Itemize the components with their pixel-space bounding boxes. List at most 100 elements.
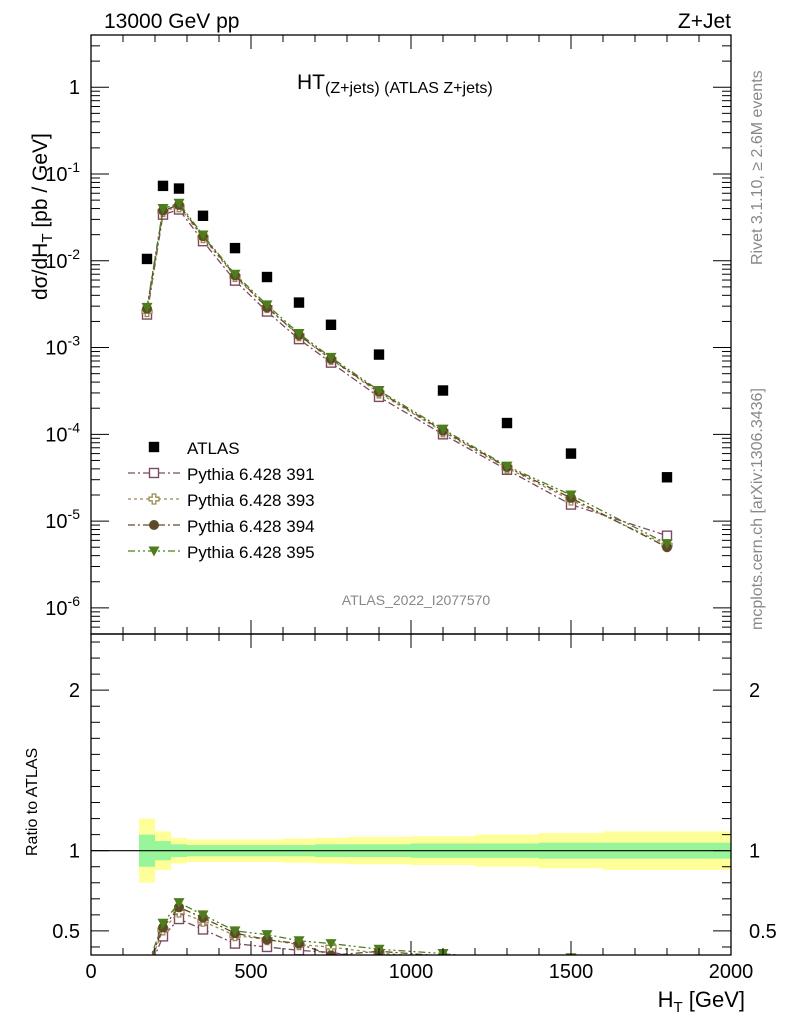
main-series xyxy=(141,180,673,553)
data-point xyxy=(661,530,673,541)
data-point xyxy=(157,180,169,192)
legend-marker xyxy=(148,467,160,479)
y-tick-base: 1 xyxy=(69,77,80,99)
ratio-data-point xyxy=(373,953,385,955)
legend-entry: Pythia 6.428 391 xyxy=(128,465,315,484)
data-point xyxy=(293,329,305,340)
legend-marker xyxy=(148,493,160,505)
data-point xyxy=(173,183,185,194)
legend-label: Pythia 6.428 395 xyxy=(187,543,315,562)
legend-label: ATLAS xyxy=(187,439,240,458)
ratio-data-point xyxy=(325,939,337,950)
ratio-bands xyxy=(91,818,731,883)
data-point xyxy=(437,385,449,396)
data-point xyxy=(157,204,169,215)
x-tick-label: 1500 xyxy=(549,961,594,983)
legend-entry: ATLAS xyxy=(148,439,240,458)
legend: ATLAS Pythia 6.428 391 Pythia 6.428 393 Pyt… xyxy=(128,439,315,562)
legend-label: Pythia 6.428 393 xyxy=(187,491,315,510)
ratio-y-tick-label-right: 0.5 xyxy=(749,921,777,943)
ratio-data-point xyxy=(229,926,241,937)
y-tick-exponent: -3 xyxy=(68,333,81,349)
x-axis-label-main: H xyxy=(658,987,674,1012)
data-point xyxy=(261,271,273,283)
data-point xyxy=(229,242,241,254)
legend-marker xyxy=(148,546,160,557)
y-tick-label: 10-6 xyxy=(45,593,80,620)
data-point xyxy=(565,448,577,459)
y-tick-label: 10-5 xyxy=(45,506,80,533)
y-tick-exponent: -1 xyxy=(68,159,81,175)
plot-title: HT(Z+jets) (ATLAS Z+jets) xyxy=(297,71,493,97)
y-tick-label: 10-3 xyxy=(45,333,80,360)
x-axis-label-unit: [GeV] xyxy=(683,987,745,1012)
y-tick-label: 1 xyxy=(69,77,80,99)
x-tick-label: 0 xyxy=(85,961,96,983)
legend-marker xyxy=(149,520,159,530)
rivet-label: Rivet 3.1.10, ≥ 2.6M events xyxy=(749,70,766,265)
ratio-data-point xyxy=(502,957,512,967)
ratio-y-axis-label: Ratio to ATLAS xyxy=(24,748,41,856)
y-tick-base: 10 xyxy=(45,338,67,360)
legend-marker xyxy=(148,441,160,453)
y-tick-base: 10 xyxy=(45,424,67,446)
x-tick-label: 500 xyxy=(234,961,267,983)
y-tick-base: 10 xyxy=(45,164,67,186)
legend-entry: Pythia 6.428 394 xyxy=(128,517,315,536)
ratio-data-point xyxy=(261,930,273,941)
data-point xyxy=(141,253,153,265)
ratio-y-tick-label: 1 xyxy=(69,841,80,863)
mcplots-label: mcplots.cern.ch [arXiv:1306.3436] xyxy=(749,388,766,630)
plot-title-sub: (Z+jets) (ATLAS Z+jets) xyxy=(325,80,493,97)
data-point xyxy=(197,230,209,241)
y-tick-label: 10-1 xyxy=(45,159,80,186)
ratio-data-point xyxy=(326,950,336,955)
ratio-data-point xyxy=(502,956,512,966)
x-tick-label: 2000 xyxy=(709,961,754,983)
data-point xyxy=(325,352,337,363)
ratio-y-tick-label: 0.5 xyxy=(52,921,80,943)
ratio-y-tick-label-right: 2 xyxy=(749,680,760,702)
data-point xyxy=(661,472,673,483)
legend-entry: Pythia 6.428 393 xyxy=(128,491,315,510)
ratio-data-point xyxy=(439,956,448,965)
data-point xyxy=(141,302,153,313)
y-axis-label-sub: T xyxy=(39,234,56,243)
data-point xyxy=(565,490,577,501)
data-point xyxy=(661,539,673,550)
ratio-data-point xyxy=(143,970,152,979)
ratio-data-point xyxy=(503,960,512,969)
y-axis-label-main: dσ/dH xyxy=(29,243,52,300)
ratio-data-point xyxy=(142,962,153,972)
y-tick-label: 10-2 xyxy=(45,246,80,273)
ratio-y-tick-label-right: 1 xyxy=(749,841,760,863)
y-tick-exponent: -4 xyxy=(68,419,81,435)
data-point xyxy=(373,386,385,397)
data-point xyxy=(373,349,385,360)
y-tick-label: 10-4 xyxy=(45,419,80,446)
header-left: 13000 GeV pp xyxy=(104,10,239,33)
ratio-y-tick-label: 2 xyxy=(69,680,80,702)
plot-title-main: HT xyxy=(297,71,325,94)
y-tick-exponent: -6 xyxy=(68,593,81,609)
data-point xyxy=(197,210,209,221)
data-point xyxy=(501,461,513,472)
data-point xyxy=(437,424,449,435)
ratio-data-point xyxy=(142,966,152,976)
ratio-data-point xyxy=(142,963,152,973)
x-axis-label: HT [GeV] xyxy=(658,987,745,1016)
ratio-data-point xyxy=(197,910,209,921)
data-point xyxy=(173,198,185,209)
ratio-data-point xyxy=(502,955,513,965)
data-point xyxy=(229,269,241,280)
y-tick-exponent: -2 xyxy=(68,246,81,262)
x-axis-label-sub: T xyxy=(673,999,682,1016)
ratio-data-point xyxy=(293,936,305,947)
y-tick-exponent: -5 xyxy=(68,506,81,522)
y-axis-label: dσ/dHT [pb / GeV] xyxy=(29,133,56,300)
y-tick-base: 10 xyxy=(45,598,67,620)
y-tick-base: 10 xyxy=(45,511,67,533)
y-tick-base: 10 xyxy=(45,251,67,273)
data-point xyxy=(325,319,337,330)
